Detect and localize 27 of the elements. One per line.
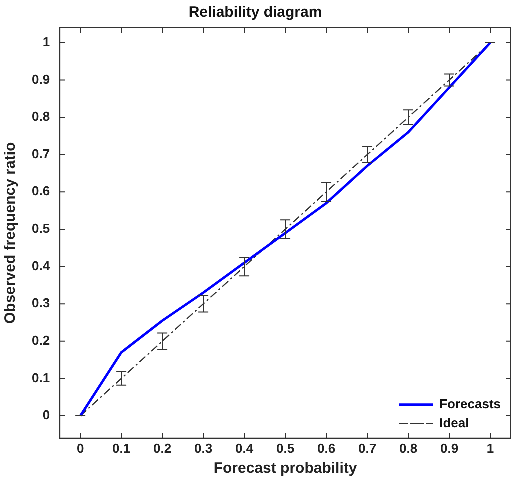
x-tick-label: 0.6 [317,440,336,456]
y-tick-label: 0.5 [32,221,50,236]
y-tick-label: 0.8 [32,109,50,124]
x-tick-label: 0.3 [194,440,213,456]
chart-title: Reliability diagram [188,4,322,22]
y-tick-label: 0.7 [32,146,50,162]
y-tick-label: 1 [42,34,50,50]
y-axis-title: Observed frequency ratio [2,142,20,324]
y-tick-label: 0.6 [32,184,50,199]
x-tick-label: 0 [76,440,84,456]
x-tick-label: 0.9 [440,440,459,456]
x-tick-label: 0.2 [154,440,172,456]
legend-label: Ideal [440,415,470,430]
x-tick-label: 0.1 [112,440,131,456]
y-tick-label: 0.4 [32,258,51,274]
x-tick-label: 0.7 [358,440,377,456]
y-tick-label: 0 [42,408,50,423]
y-tick-label: 0.1 [32,370,50,386]
y-tick-label: 0.9 [32,72,50,87]
x-tick-label: 1 [486,440,494,456]
y-tick-label: 0.3 [32,296,50,311]
y-tick-label: 0.2 [32,332,50,348]
x-tick-label: 0.5 [276,440,295,456]
x-tick-label: 0.4 [236,440,254,456]
x-tick-label: 0.8 [399,440,418,456]
x-axis-title: Forecast probability [214,460,358,478]
legend-label: Forecasts [440,396,501,412]
